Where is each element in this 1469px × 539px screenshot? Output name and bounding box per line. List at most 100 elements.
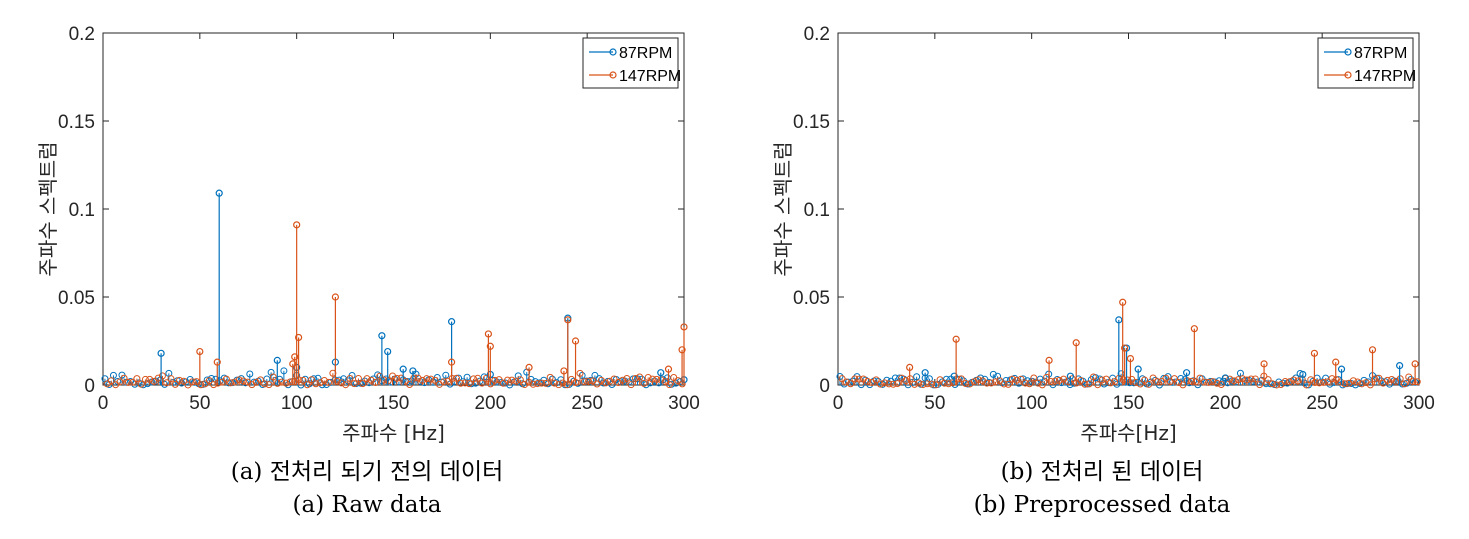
noise-marker xyxy=(550,379,558,387)
noise-marker xyxy=(495,376,503,384)
noise-marker xyxy=(1300,379,1308,387)
noise-marker xyxy=(1038,381,1046,389)
stem-marker xyxy=(1119,298,1127,306)
noise-marker xyxy=(847,380,855,388)
stem-marker xyxy=(560,367,568,375)
noise-marker xyxy=(1409,378,1417,386)
noise-marker xyxy=(1104,379,1112,387)
noise-marker xyxy=(585,377,593,385)
caption-korean-a: (a) 전처리 되기 전의 데이터 xyxy=(230,459,504,485)
noise-marker xyxy=(1243,376,1251,384)
y-tick-label: 0.1 xyxy=(69,200,95,221)
stem-marker xyxy=(1134,365,1142,373)
noise-marker xyxy=(542,379,550,387)
noise-marker xyxy=(171,380,179,388)
noise-marker xyxy=(318,381,326,389)
stem-marker xyxy=(571,337,580,345)
x-tick-label: 150 xyxy=(1113,393,1145,414)
noise-marker xyxy=(1081,380,1089,388)
stem-marker xyxy=(409,367,417,375)
noise-marker xyxy=(1102,375,1110,383)
stem-marker xyxy=(1183,369,1191,377)
noise-marker xyxy=(1266,380,1274,388)
stem-marker xyxy=(331,293,339,301)
noise-marker xyxy=(380,376,388,384)
stem-marker xyxy=(293,221,301,229)
y-tick-label: 0.05 xyxy=(793,288,830,309)
legend-marker xyxy=(1344,48,1352,56)
noise-marker xyxy=(1337,378,1345,386)
noise-marker xyxy=(322,381,330,389)
noise-marker xyxy=(1098,376,1106,384)
noise-marker xyxy=(423,375,431,383)
noise-marker xyxy=(1239,375,1247,383)
noise-marker xyxy=(207,375,215,383)
x-tick-label: 100 xyxy=(281,393,313,414)
legend: 87RPM 147RPM xyxy=(582,37,681,89)
noise-marker xyxy=(533,380,541,388)
noise-marker xyxy=(1017,375,1025,383)
stem-marker xyxy=(952,335,960,343)
stem-marker xyxy=(215,189,223,197)
noise-marker xyxy=(256,376,264,384)
x-tick-label: 250 xyxy=(571,393,603,414)
noise-marker xyxy=(1209,378,1217,386)
x-axis-label: 주파수[Hz] xyxy=(1080,421,1176,445)
x-tick-label: 250 xyxy=(1306,393,1338,414)
noise-marker xyxy=(371,379,379,387)
noise-marker xyxy=(440,378,448,386)
caption-english-b: (b) Preprocessed data xyxy=(973,492,1231,518)
series-87RPM xyxy=(921,316,1404,385)
stem-marker xyxy=(196,347,204,356)
stem-marker xyxy=(289,360,297,368)
stem-marker xyxy=(1411,360,1419,368)
noise-marker xyxy=(648,375,656,383)
noise-marker xyxy=(1371,375,1379,383)
noise-marker xyxy=(354,374,362,382)
noise-marker xyxy=(491,376,499,384)
noise-marker xyxy=(201,380,209,388)
legend: 87RPM 147RPM xyxy=(1317,37,1416,89)
noise-marker xyxy=(885,380,893,388)
noise-marker xyxy=(838,375,846,383)
noise-marker xyxy=(966,380,974,388)
noise-marker xyxy=(480,373,488,381)
noise-marker xyxy=(1230,377,1238,385)
noise-marker xyxy=(1315,379,1323,387)
noise-marker xyxy=(979,377,987,385)
stem-marker xyxy=(1221,374,1229,382)
noise-marker xyxy=(970,378,978,386)
stem-marker xyxy=(678,346,686,354)
noise-marker xyxy=(158,372,166,380)
noise-marker xyxy=(1290,376,1298,384)
noise-marker xyxy=(1213,379,1221,387)
noise-marker xyxy=(872,376,880,384)
y-tick-label: 0.2 xyxy=(69,24,95,45)
stem-marker xyxy=(921,369,929,377)
noise-marker xyxy=(1247,375,1255,383)
noise-marker xyxy=(312,380,320,388)
noise-marker xyxy=(1200,378,1208,386)
noise-marker xyxy=(1268,380,1276,388)
noise-marker xyxy=(308,376,316,384)
chart-panel-a: 0 0.05 0.1 0.15 0.2 0 50 100 150 200 250 300 주파수 [Hz… xyxy=(0,0,734,539)
noise-marker xyxy=(1204,378,1212,386)
legend-label: 87RPM xyxy=(619,45,672,62)
noise-marker xyxy=(457,379,465,387)
y-tick-label: 0 xyxy=(819,376,830,397)
stem-marker xyxy=(1121,344,1129,352)
noise-marker xyxy=(516,376,524,384)
noise-marker xyxy=(1013,376,1021,384)
stem-marker xyxy=(484,330,492,338)
stem-marker xyxy=(950,372,958,380)
noise-marker xyxy=(316,379,324,387)
noise-marker xyxy=(610,375,618,383)
noise-marker xyxy=(1004,380,1012,388)
noise-marker xyxy=(465,380,473,388)
noise-marker xyxy=(989,370,997,378)
stem-marker xyxy=(680,323,688,331)
noise-marker xyxy=(393,374,401,382)
noise-marker xyxy=(469,375,477,383)
noise-marker xyxy=(923,380,931,388)
noise-marker xyxy=(619,376,627,384)
